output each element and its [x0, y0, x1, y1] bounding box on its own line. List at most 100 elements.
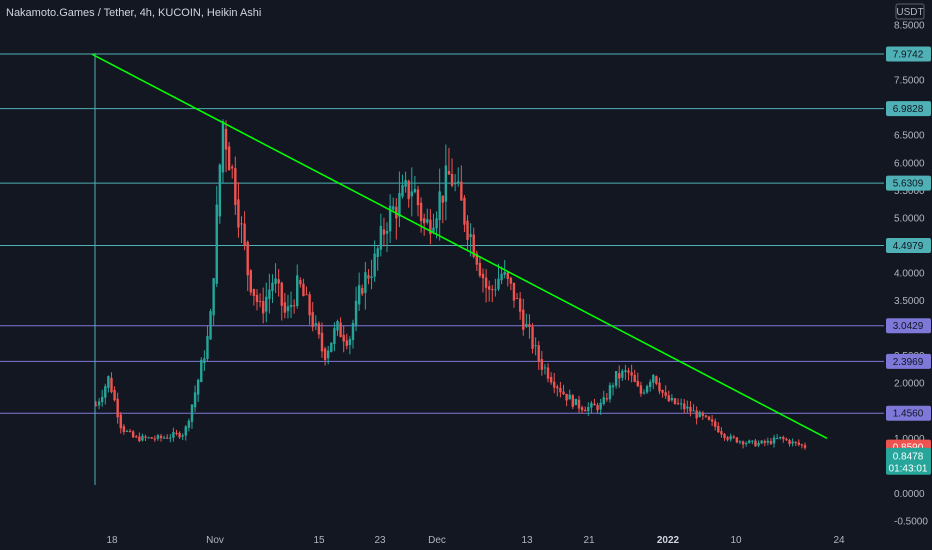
- candle-body: [760, 440, 763, 444]
- level-badge-text: 3.0429: [893, 321, 924, 332]
- candle-body: [642, 392, 646, 394]
- candle-body: [593, 403, 596, 406]
- candle-body: [438, 191, 441, 220]
- candle-body: [203, 358, 206, 364]
- candle-body: [611, 385, 615, 388]
- candle-body: [707, 416, 711, 420]
- x-tick-label: 2022: [657, 535, 680, 546]
- candle-body: [738, 441, 742, 443]
- candle-body: [754, 440, 757, 447]
- candle-body: [159, 435, 163, 438]
- candle-body: [543, 367, 547, 369]
- y-tick-label: 0.0000: [894, 489, 925, 500]
- candle-body: [175, 432, 178, 434]
- candle-body: [172, 431, 175, 438]
- candle-body: [243, 223, 246, 246]
- candle-body: [422, 218, 426, 224]
- candle-body: [525, 323, 528, 327]
- candle-body: [410, 191, 413, 197]
- candle-body: [144, 436, 147, 438]
- candle-body: [128, 430, 132, 432]
- candle-body: [404, 179, 407, 187]
- candle-body: [286, 306, 290, 312]
- candle-body: [388, 205, 392, 232]
- candle-body: [590, 403, 593, 408]
- candle-body: [763, 441, 766, 443]
- candle-body: [686, 406, 689, 409]
- candle-body: [491, 289, 494, 291]
- candle-body: [723, 433, 726, 438]
- level-labels: 7.9742 6.9828 5.6309 4.4979 3.0429 2.3969 1.45…: [886, 46, 931, 421]
- candle-body: [181, 435, 184, 437]
- y-tick-label: 4.0000: [894, 269, 925, 280]
- candle-body: [661, 390, 664, 393]
- candle-body: [568, 394, 571, 400]
- time-axis: 18 Nov 15 23 Dec 13 21 2022 10 24: [106, 535, 845, 546]
- candle-body: [323, 348, 327, 361]
- candle-body: [416, 189, 420, 206]
- candle-body: [401, 184, 404, 197]
- candle-body: [735, 437, 739, 443]
- trend-line[interactable]: [91, 53, 828, 440]
- level-badge-text: 4.4979: [893, 241, 924, 252]
- candle-body: [274, 278, 277, 284]
- candle-body: [497, 278, 500, 290]
- candle-body: [166, 437, 169, 439]
- horizontal-levels: [0, 53, 884, 414]
- candle-body: [206, 335, 209, 359]
- candle-body: [537, 345, 540, 362]
- candle-body: [701, 412, 705, 416]
- candle-body: [311, 312, 314, 328]
- candle-body: [803, 445, 807, 448]
- countdown-text: 01:43:01: [889, 464, 928, 475]
- candle-body: [562, 391, 565, 395]
- candle-body: [361, 288, 364, 294]
- candle-body: [268, 289, 271, 299]
- candle-body: [283, 302, 287, 313]
- candle-body: [382, 229, 386, 235]
- candle-body: [450, 173, 454, 186]
- candle-body: [317, 323, 321, 335]
- candle-body: [512, 282, 516, 301]
- candle-body: [518, 298, 522, 312]
- candle-body: [156, 435, 160, 439]
- candle-body: [116, 398, 119, 418]
- candle-body: [503, 271, 506, 275]
- candle-body: [689, 406, 692, 412]
- candle-body: [751, 440, 754, 442]
- candle-body: [147, 437, 150, 439]
- y-tick-label: -0.5000: [894, 517, 928, 528]
- currency-box[interactable]: [895, 3, 925, 20]
- candle-body: [122, 426, 126, 432]
- candle-body: [698, 411, 701, 418]
- candle-body: [209, 311, 212, 340]
- level-badge-text: 7.9742: [893, 49, 924, 60]
- x-tick-label: 13: [521, 535, 533, 546]
- x-tick-label: 15: [313, 535, 325, 546]
- candle-body: [354, 300, 358, 326]
- candle-body: [373, 253, 376, 277]
- candle-body: [330, 342, 333, 352]
- candle-body: [673, 398, 677, 404]
- candle-body: [289, 304, 293, 308]
- candle-body: [469, 234, 472, 238]
- x-tick-label: 18: [106, 535, 118, 546]
- candle-body: [714, 421, 717, 427]
- candle-body: [212, 278, 215, 316]
- candle-body: [717, 425, 720, 433]
- candle-body: [348, 339, 352, 346]
- candle-body: [744, 442, 748, 445]
- candle-body: [261, 301, 265, 314]
- candle-body: [432, 227, 435, 232]
- candle-body: [364, 272, 367, 293]
- candle-body: [676, 403, 680, 405]
- candle-body: [748, 440, 751, 444]
- candle-body: [794, 441, 797, 443]
- candle-body: [534, 345, 537, 347]
- candle-body: [339, 322, 342, 337]
- candle-body: [800, 444, 804, 446]
- candle-body: [506, 272, 509, 279]
- candle-body: [546, 367, 550, 379]
- candle-body: [196, 379, 200, 395]
